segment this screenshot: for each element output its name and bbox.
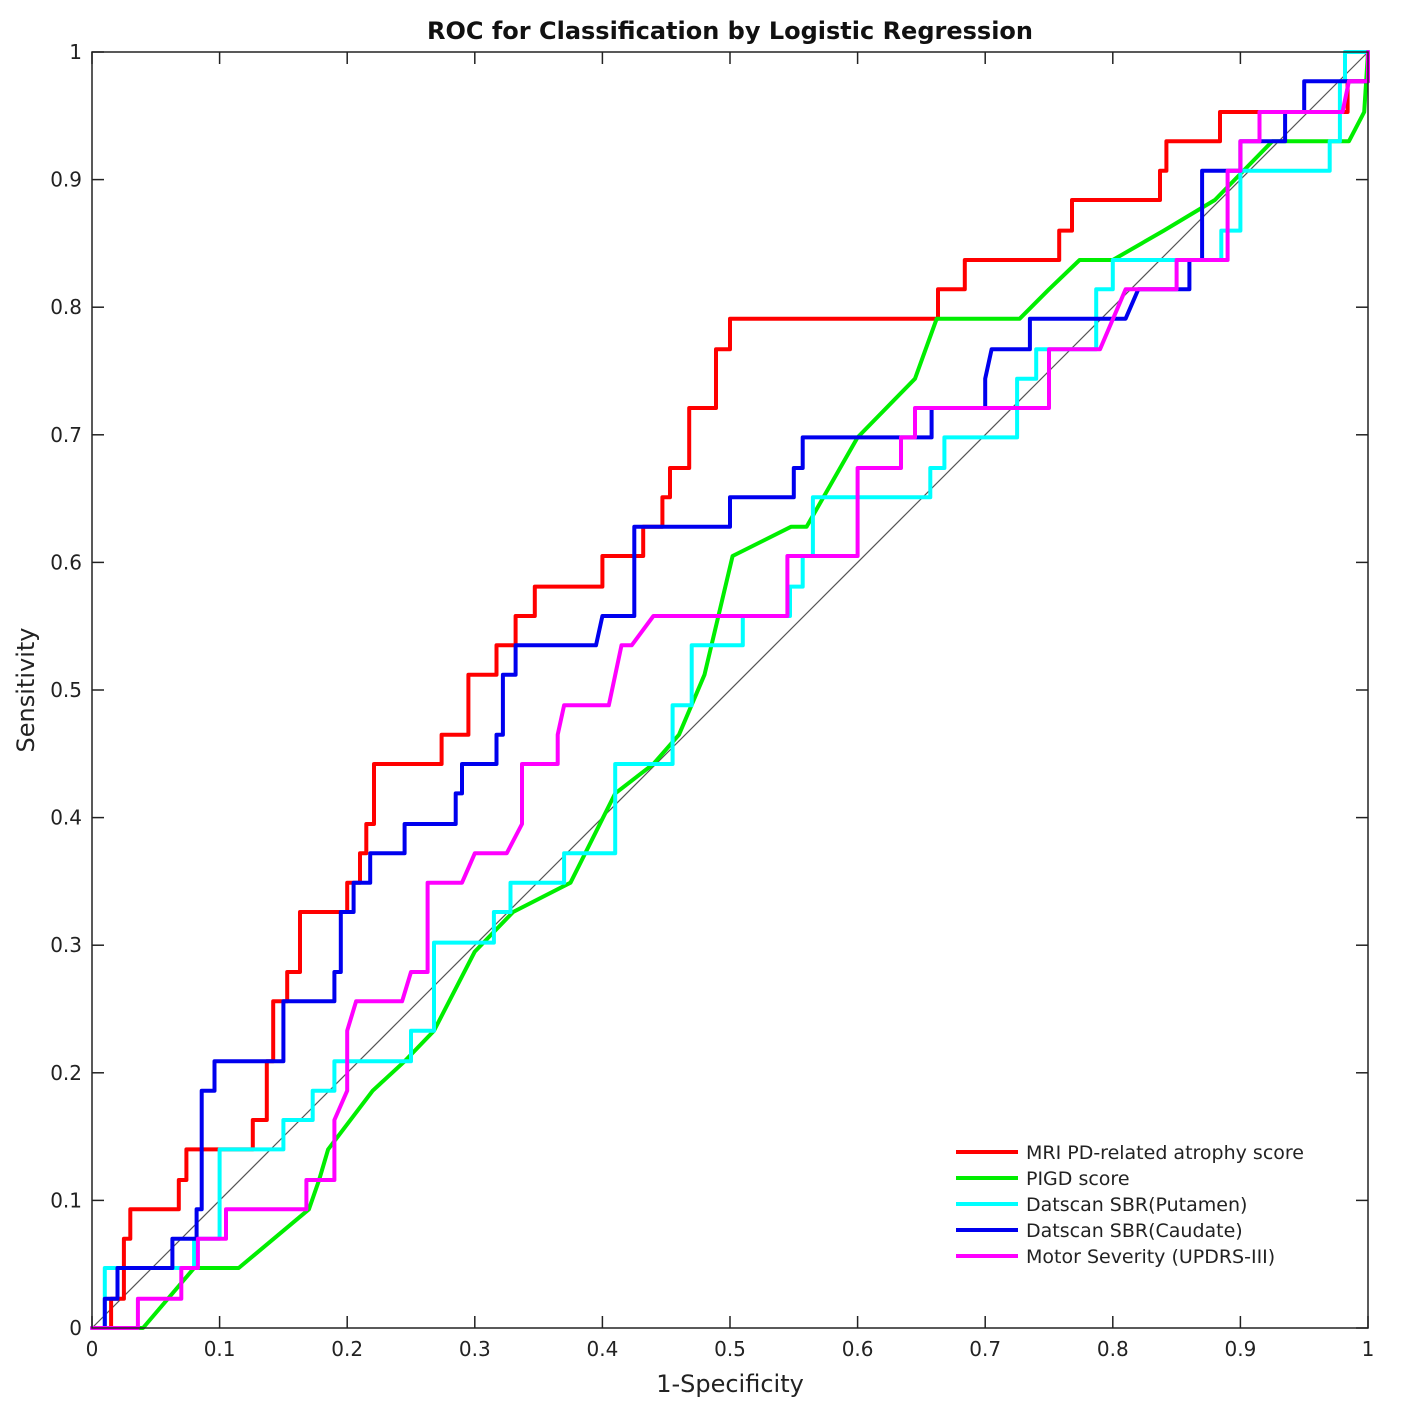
y-axis-label: Sensitivity bbox=[12, 628, 40, 753]
x-tick-label: 0.4 bbox=[586, 1337, 618, 1361]
y-tick-label: 0.4 bbox=[50, 806, 82, 830]
y-tick-label: 0.1 bbox=[50, 1188, 82, 1212]
roc-series-line-3 bbox=[90, 50, 1370, 1330]
y-tick-label: 0 bbox=[69, 1316, 82, 1340]
x-tick-label: 0.2 bbox=[331, 1337, 363, 1361]
x-tick-label: 0.7 bbox=[969, 1337, 1001, 1361]
x-tick-label: 1 bbox=[1362, 1337, 1375, 1361]
chart-title: ROC for Classification by Logistic Regre… bbox=[427, 17, 1033, 45]
axis-ticks: 0 0.1 0.2 0.3 0.4 0.5 0.6 0.7 0.8 0.9 1 0 0.1 0.2 0.3 0… bbox=[50, 40, 1374, 1361]
legend: MRI PD-related atrophy score PIGD score Da… bbox=[948, 1132, 1346, 1278]
diagonal-layer bbox=[91, 51, 1369, 1329]
plot-frame bbox=[91, 51, 1369, 1329]
x-axis-label: 1-Specificity bbox=[656, 1370, 804, 1398]
y-tick-label: 0.9 bbox=[50, 168, 82, 192]
y-tick-label: 0.2 bbox=[50, 1061, 82, 1085]
roc-series-line-5 bbox=[90, 50, 1370, 1330]
x-tick-label: 0.8 bbox=[1097, 1337, 1129, 1361]
x-tick-label: 0.6 bbox=[842, 1337, 874, 1361]
legend-label: Motor Severity (UPDRS-III) bbox=[1026, 1246, 1275, 1268]
x-tick-label: 0.1 bbox=[204, 1337, 236, 1361]
chance-diagonal-line bbox=[91, 51, 1369, 1329]
series-layer bbox=[90, 50, 1370, 1330]
legend-label: MRI PD-related atrophy score bbox=[1026, 1142, 1304, 1164]
x-tick-label: 0 bbox=[86, 1337, 99, 1361]
x-tick-label: 0.9 bbox=[1224, 1337, 1256, 1361]
legend-label: Datscan SBR(Caudate) bbox=[1026, 1220, 1243, 1242]
y-tick-label: 0.5 bbox=[50, 678, 82, 702]
y-tick-label: 0.6 bbox=[50, 550, 82, 574]
y-tick-label: 1 bbox=[69, 40, 82, 64]
y-tick-label: 0.3 bbox=[50, 933, 82, 957]
y-tick-label: 0.7 bbox=[50, 423, 82, 447]
x-tick-label: 0.3 bbox=[459, 1337, 491, 1361]
y-tick-label: 0.8 bbox=[50, 295, 82, 319]
roc-series-line-4 bbox=[90, 50, 1370, 1330]
roc-series-line-2 bbox=[90, 50, 1370, 1330]
legend-label: Datscan SBR(Putamen) bbox=[1026, 1194, 1247, 1216]
legend-label: PIGD score bbox=[1026, 1168, 1130, 1190]
x-tick-label: 0.5 bbox=[714, 1337, 746, 1361]
